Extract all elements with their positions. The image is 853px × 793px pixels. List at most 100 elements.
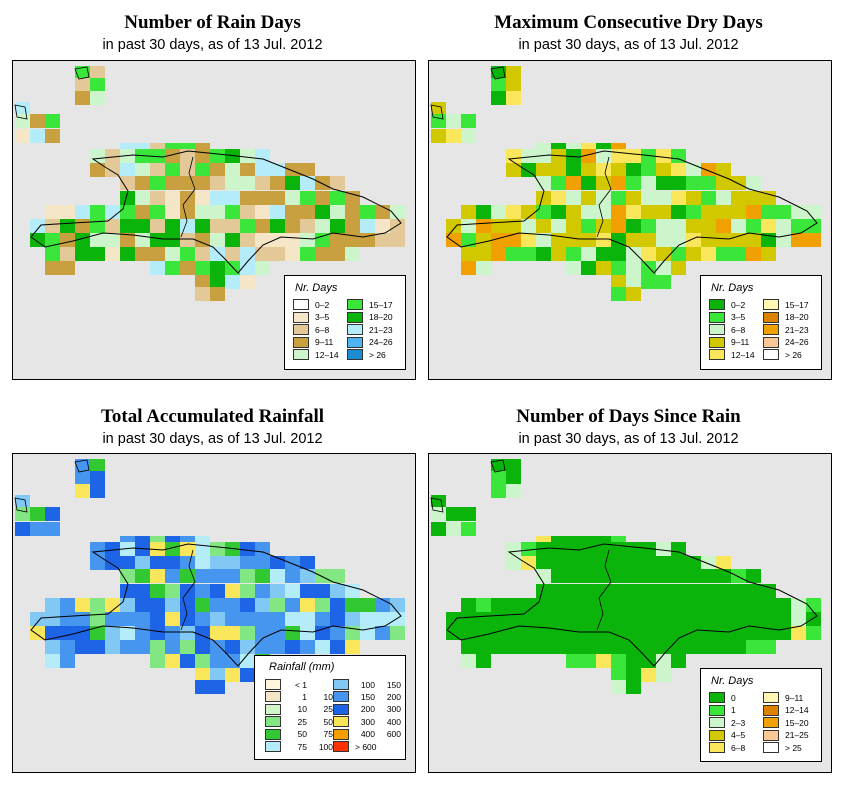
grid-cell: [30, 522, 45, 536]
grid-cell: [581, 584, 596, 598]
grid-cell: [611, 612, 626, 626]
grid-cell: [300, 205, 315, 219]
panel-subtitle: in past 30 days, as of 13 Jul. 2012: [102, 431, 323, 447]
grid-cell: [731, 584, 746, 598]
legend-swatch: [293, 349, 309, 361]
grid-cell: [75, 612, 90, 626]
grid-cell: [566, 163, 581, 177]
grid-cell: [90, 640, 105, 654]
grid-cell: [195, 598, 210, 612]
grid-cell: [626, 287, 641, 301]
panel-total-rainfall: Total Accumulated Rainfall in past 30 da…: [0, 394, 425, 793]
grid-cell: [45, 261, 60, 275]
grid-cell: [15, 522, 30, 536]
grid-cell: [210, 556, 225, 570]
grid-cell: [566, 149, 581, 163]
grid-cell: [330, 205, 345, 219]
grid-cell: [626, 191, 641, 205]
panel-rain-days: Number of Rain Days in past 30 days, as …: [0, 0, 425, 390]
grid-cell: [225, 668, 240, 682]
grid-cell: [180, 556, 195, 570]
grid-cell: [165, 191, 180, 205]
grid-cell: [300, 176, 315, 190]
grid-cell: [210, 654, 225, 668]
legend-range-low: 150: [360, 691, 375, 702]
grid-cell: [270, 569, 285, 583]
grid-cell: [566, 612, 581, 626]
legend-range-low: > 600: [355, 741, 377, 752]
grid-cell: [195, 640, 210, 654]
country-border: [180, 549, 196, 631]
legend-item: > 26: [763, 349, 802, 361]
grid-cell: [686, 640, 701, 654]
legend-swatch: [265, 691, 281, 703]
grid-cell: [60, 626, 75, 640]
grid-cell: [195, 654, 210, 668]
grid-cell: [611, 626, 626, 640]
grid-cell: [536, 556, 551, 570]
legend-swatch: [709, 692, 725, 703]
grid-cell: [746, 569, 761, 583]
grid-cell: [225, 191, 240, 205]
grid-cell: [30, 612, 45, 626]
grid-cell: [240, 569, 255, 583]
grid-cell: [180, 219, 195, 233]
legend-label: 6–8: [315, 324, 330, 335]
legend-label: 100 150: [355, 680, 401, 690]
grid-cell: [656, 556, 671, 570]
grid-cell: [581, 247, 596, 261]
grid-cell: [90, 598, 105, 612]
grid-cell: [611, 287, 626, 301]
grid-cell: [60, 247, 75, 261]
grid-cell: [791, 612, 806, 626]
grid-cell: [641, 668, 656, 682]
legend-label: 9–11: [785, 692, 804, 703]
legend-item: 0: [709, 692, 736, 703]
legend-label: 400 600: [355, 729, 401, 739]
grid-cell: [551, 163, 566, 177]
grid-cell: [671, 219, 686, 233]
grid-cell: [656, 149, 671, 163]
grid-cell: [581, 205, 596, 219]
grid-cell: [135, 584, 150, 598]
legend-item: 150 200: [333, 691, 401, 703]
grid-cell: [210, 626, 225, 640]
legend-item: 6–8: [709, 324, 745, 336]
country-border: [596, 549, 612, 631]
grid-cell: [506, 459, 521, 473]
grid-cell: [461, 233, 476, 247]
legend-label: 200 300: [355, 704, 401, 714]
grid-cell: [285, 191, 300, 205]
grid-cell: [60, 205, 75, 219]
grid-cell: [521, 205, 536, 219]
grid-cell: [701, 584, 716, 598]
grid-cell: [491, 91, 506, 105]
grid-cell: [375, 233, 390, 247]
grid-cell: [255, 176, 270, 190]
grid-cell: [75, 66, 90, 80]
grid-cell: [315, 569, 330, 583]
grid-cell: [566, 219, 581, 233]
legend-swatch: [763, 717, 779, 729]
grid-cell: [551, 205, 566, 219]
grid-cell: [506, 66, 521, 80]
grid-cell: [656, 640, 671, 654]
grid-cell: [806, 205, 821, 219]
grid-cell: [506, 149, 521, 163]
grid-cell: [536, 191, 551, 205]
grid-cell: [210, 247, 225, 261]
legend-label: 12–14: [731, 349, 755, 360]
grid-cell: [461, 507, 476, 521]
grid-cell: [761, 205, 776, 219]
grid-cell: [716, 205, 731, 219]
grid-cell: [626, 556, 641, 570]
grid-cell: [686, 233, 701, 247]
grid-cell: [240, 205, 255, 219]
legend-label: 18–20: [369, 312, 393, 323]
grid-cell: [210, 149, 225, 163]
grid-cell: [315, 612, 330, 626]
grid-cell: [626, 584, 641, 598]
grid-cell: [255, 584, 270, 598]
grid-cell: [641, 247, 656, 261]
grid-cell: [165, 163, 180, 177]
